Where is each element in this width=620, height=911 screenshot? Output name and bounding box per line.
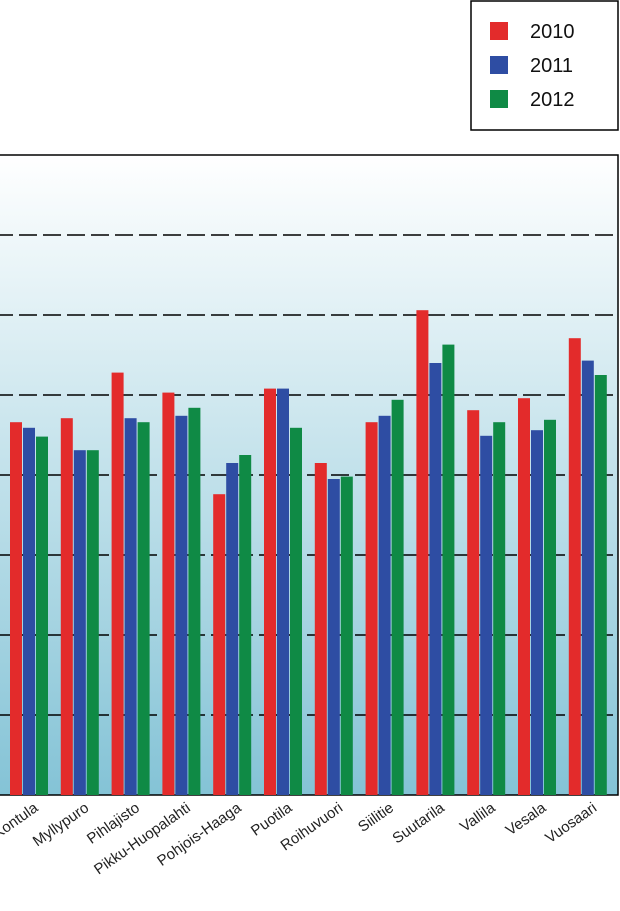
bar — [188, 407, 201, 795]
bar — [365, 422, 378, 795]
bar — [442, 344, 455, 795]
bar — [264, 388, 276, 795]
bar — [581, 360, 594, 795]
bar — [60, 418, 73, 795]
legend-swatch — [490, 22, 508, 40]
legend-swatch — [490, 90, 508, 108]
bar — [36, 436, 48, 795]
bars — [10, 310, 607, 795]
x-labels: KontulaMyllypuroPihlajistoPikku-Huopalah… — [0, 799, 600, 878]
bar — [531, 430, 543, 795]
bar — [429, 363, 442, 795]
bar — [111, 372, 124, 795]
bar — [137, 422, 150, 795]
x-tick-label: Vallila — [457, 799, 499, 836]
bar — [290, 427, 302, 795]
bar — [493, 422, 506, 795]
bar — [340, 476, 353, 795]
legend-label: 2011 — [530, 55, 573, 77]
bar — [239, 455, 252, 795]
bar — [416, 310, 429, 795]
x-tick-label: Siilitie — [355, 799, 397, 835]
legend: 2010 2011 2012 — [490, 21, 575, 111]
bar — [391, 399, 404, 795]
grid — [0, 234, 618, 716]
bar — [124, 418, 137, 795]
bar — [378, 415, 391, 795]
x-tick-label: Suutarila — [389, 799, 448, 847]
bar — [480, 435, 493, 795]
bar — [327, 479, 340, 795]
bar — [594, 375, 607, 795]
legend-label: 2012 — [530, 89, 575, 111]
bar — [314, 463, 327, 795]
bar — [23, 427, 35, 795]
bar — [213, 494, 226, 795]
bar — [277, 388, 289, 795]
bar — [86, 450, 99, 795]
bar — [175, 415, 188, 795]
x-tick-label: Myllypuro — [30, 799, 92, 850]
bar — [73, 450, 86, 795]
bar — [518, 398, 530, 795]
bar — [467, 410, 480, 795]
x-tick-label: Vuosaari — [542, 799, 600, 847]
bar — [10, 422, 22, 795]
legend-label: 2010 — [530, 21, 575, 43]
bar — [568, 338, 581, 795]
legend-swatch — [490, 56, 508, 74]
bar — [226, 463, 239, 795]
bar — [162, 392, 175, 795]
bar — [544, 419, 556, 795]
